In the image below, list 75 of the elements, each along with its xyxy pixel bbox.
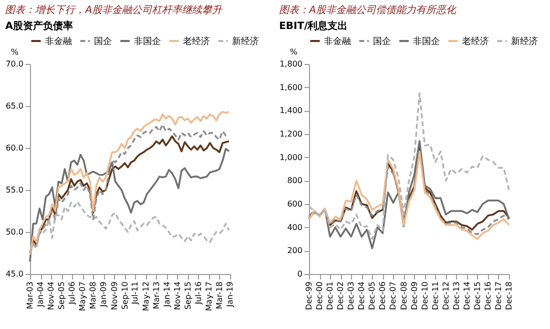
x-tick-label: Dec-09 — [410, 282, 419, 310]
line-series — [29, 200, 230, 254]
legend-label: 老经济 — [462, 36, 489, 47]
x-tick-label: May-17 — [204, 282, 214, 311]
y-tick-label: 1,000 — [280, 152, 302, 162]
x-tick-label: Dec-06 — [378, 282, 388, 310]
y-tick-label: 45.0 — [6, 270, 24, 278]
chart-subtitle: A股资产负债率 — [5, 20, 73, 32]
x-tick-label: Dec-17 — [494, 282, 503, 310]
x-tick-label: Jul-06 — [68, 282, 77, 306]
x-tick-label: Mar-13 — [152, 282, 161, 310]
x-tick-label: Sep-10 — [120, 282, 130, 310]
legend-label: 非金融 — [45, 36, 72, 47]
y-tick-label: 600 — [287, 200, 302, 208]
x-tick-label: May-12 — [141, 282, 150, 311]
y-tick-label: 400 — [287, 222, 302, 232]
x-tick-label: May-07 — [78, 282, 88, 311]
legend-label: 非金融 — [324, 36, 351, 47]
chart-title: 图表：A股非金融公司偿债能力有所恶化 — [279, 4, 457, 16]
x-tick-label: Dec-12 — [441, 282, 450, 310]
x-tick-label: Dec-14 — [462, 282, 472, 310]
x-tick-label: Jan-04 — [36, 282, 46, 308]
x-tick-label: Dec-05 — [368, 282, 377, 310]
x-tick-label: Jan-09 — [99, 282, 108, 308]
x-tick-label: Nov-04 — [46, 282, 56, 310]
x-tick-label: Dec-99 — [304, 282, 314, 310]
x-tick-label: Sep-15 — [183, 282, 192, 310]
y-tick-label: 55.0 — [6, 186, 24, 194]
y-tick-label: 1,800 — [280, 60, 302, 68]
y-tick-label: 65.0 — [6, 102, 24, 110]
x-tick-label: Dec-15 — [472, 282, 482, 310]
x-tick-label: Mar-03 — [26, 282, 34, 310]
y-tick-label: 800 — [287, 176, 302, 186]
y-tick-label: 1,400 — [280, 106, 302, 116]
y-tick-label: 1,200 — [280, 130, 302, 138]
x-tick-label: Dec-16 — [483, 282, 492, 310]
chart-title: 图表：增长下行，A股非金融公司杠杆率继续攀升 — [5, 4, 224, 16]
x-tick-label: Dec-02 — [336, 282, 346, 310]
x-tick-label: Dec-08 — [399, 282, 408, 310]
legend-label: 新经济 — [232, 36, 259, 47]
x-tick-label: Dec-07 — [388, 282, 398, 310]
legend-label: 新经济 — [511, 36, 538, 47]
x-tick-label: Dec-13 — [452, 282, 461, 310]
legend-label: 非国企 — [413, 36, 440, 47]
x-tick-label: Jul-11 — [130, 282, 140, 306]
legend-label: 非国企 — [134, 36, 161, 47]
x-tick-label: Jan-19 — [226, 282, 234, 308]
x-tick-label: Dec-11 — [430, 282, 440, 310]
y-tick-label: 70.0 — [6, 60, 24, 68]
y-tick-label: 200 — [287, 246, 302, 256]
x-tick-label: Mar-08 — [88, 282, 98, 310]
x-tick-label: Dec-03 — [346, 282, 356, 310]
line-series — [29, 148, 230, 262]
y-axis-title: % — [10, 48, 19, 56]
legend-label: 国企 — [94, 36, 112, 47]
x-tick-label: Nov-14 — [172, 282, 182, 310]
x-tick-label: Jul-16 — [194, 282, 203, 306]
y-tick-label: 1,600 — [280, 82, 302, 92]
x-tick-label: Dec-04 — [357, 282, 366, 310]
x-tick-label: Dec-01 — [326, 282, 335, 310]
y-tick-label: 50.0 — [6, 228, 24, 236]
x-tick-label: Jan-14 — [162, 282, 172, 308]
legend-label: 国企 — [373, 36, 391, 47]
x-tick-label: Mar-18 — [214, 282, 224, 310]
x-tick-label: Nov-09 — [110, 282, 119, 310]
x-tick-label: Dec-18 — [504, 282, 514, 310]
y-tick-label: 60.0 — [6, 144, 24, 152]
legend-label: 老经济 — [183, 36, 210, 47]
y-tick-label: 0 — [297, 270, 302, 278]
line-series — [308, 92, 510, 240]
x-tick-label: Dec-00 — [315, 282, 324, 310]
x-tick-label: Dec-10 — [420, 282, 430, 310]
chart-subtitle: EBIT/利息支出 — [279, 20, 348, 32]
x-tick-label: Sep-05 — [57, 282, 66, 310]
y-axis-title: % — [290, 48, 298, 56]
